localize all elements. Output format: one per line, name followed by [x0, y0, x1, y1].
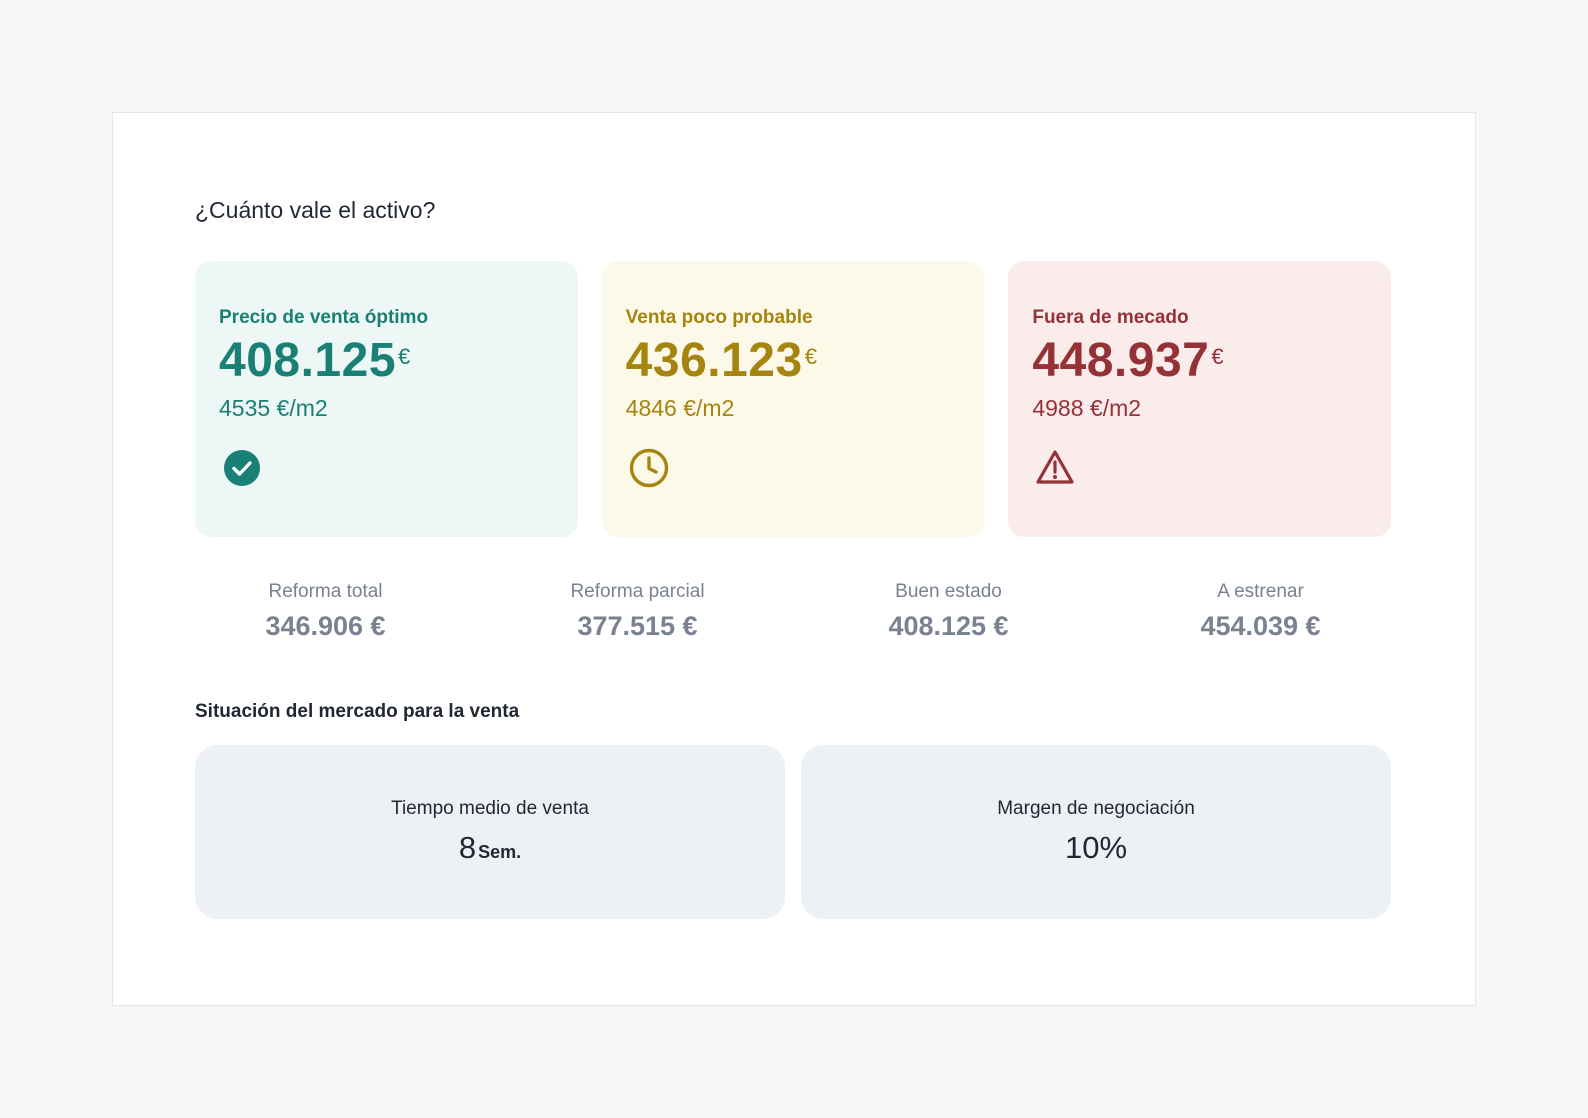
card-label: Precio de venta óptimo — [219, 307, 429, 328]
condition-prices: Reforma total 346.906 € Reforma parcial … — [195, 581, 1391, 642]
stat-label: Margen de negociación — [997, 798, 1195, 819]
stat-label: Tiempo medio de venta — [391, 798, 589, 819]
page-title: ¿Cuánto vale el activo? — [195, 197, 436, 223]
optimal-price-card: Precio de venta óptimo 408.125€ 4535 €/m… — [195, 261, 578, 537]
stat-value: 8 Sem. — [458, 830, 522, 865]
out-of-market-card: Fuera de mecado 448.937€ 4988 €/m2 — [1008, 261, 1392, 537]
clock-icon — [629, 448, 668, 488]
condition-value: 454.039 € — [1200, 611, 1321, 641]
condition-label: Reforma total — [268, 581, 383, 602]
card-price-per-sqm: 4988 €/m2 — [1032, 395, 1142, 421]
condition-good-state: Buen estado 408.125 € — [799, 581, 1098, 642]
condition-value: 346.906 € — [265, 611, 386, 641]
valuation-panel: ¿Cuánto vale el activo? Precio de venta … — [112, 112, 1476, 1006]
card-price: 436.123€ — [625, 334, 818, 387]
market-section-title: Situación del mercado para la venta — [195, 701, 520, 722]
check-circle-icon — [224, 450, 260, 486]
card-price: 408.125€ — [219, 334, 411, 387]
condition-brand-new: A estrenar 454.039 € — [1111, 581, 1410, 642]
condition-label: Buen estado — [895, 581, 1002, 602]
card-price-per-sqm: 4846 €/m2 — [625, 395, 735, 421]
condition-value: 377.515 € — [577, 611, 698, 641]
condition-label: A estrenar — [1217, 581, 1304, 602]
warning-triangle-icon — [1036, 450, 1074, 484]
unlikely-sale-card: Venta poco probable 436.123€ 4846 €/m2 — [601, 261, 985, 537]
card-price: 448.937€ — [1032, 334, 1225, 387]
negotiation-margin-box: Margen de negociación 10% — [801, 745, 1391, 919]
condition-label: Reforma parcial — [570, 581, 705, 602]
condition-full-reform: Reforma total 346.906 € — [176, 581, 475, 642]
average-sale-time-box: Tiempo medio de venta 8 Sem. — [195, 745, 785, 919]
stat-value: 10% — [1064, 830, 1128, 865]
price-cards: Precio de venta óptimo 408.125€ 4535 €/m… — [195, 261, 1392, 537]
card-price-per-sqm: 4535 €/m2 — [219, 395, 328, 421]
condition-partial-reform: Reforma parcial 377.515 € — [488, 581, 787, 642]
card-label: Venta poco probable — [625, 307, 813, 328]
condition-value: 408.125 € — [888, 611, 1009, 641]
market-stats: Tiempo medio de venta 8 Sem. Margen de ne… — [195, 745, 1391, 919]
card-label: Fuera de mecado — [1032, 307, 1189, 328]
